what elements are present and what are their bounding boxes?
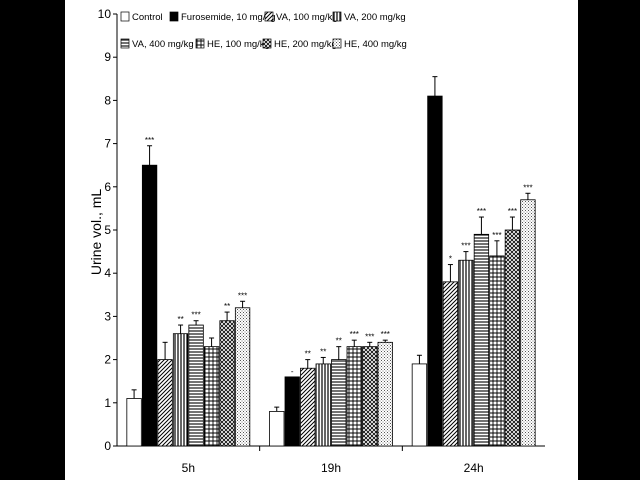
significance-label: ** — [320, 347, 326, 356]
significance-label: *** — [238, 291, 247, 300]
significance-label: ** — [305, 350, 311, 359]
bar — [346, 346, 362, 447]
bar — [504, 229, 521, 447]
legend-label: VA, 100 mg/kg — [276, 12, 338, 23]
bar — [234, 307, 251, 447]
axes: 0 1 2 3 4 5 6 7 8 9 10 5h 19h 24h — [98, 7, 545, 475]
bar — [203, 346, 220, 447]
bar — [315, 363, 331, 447]
significance-label: ** — [224, 302, 230, 311]
legend-swatch — [262, 38, 272, 49]
bar — [520, 199, 536, 447]
bar — [489, 255, 505, 447]
y-tick-label: 3 — [104, 309, 111, 323]
significance-label: *** — [508, 207, 517, 216]
significance-label: *** — [492, 231, 501, 240]
bar — [427, 95, 443, 447]
x-category-label: 19h — [321, 461, 341, 475]
legend-label: VA, 200 mg/kg — [344, 12, 406, 23]
legend-label: HE, 200 mg/kg — [274, 39, 337, 50]
y-tick-label: 0 — [104, 439, 111, 453]
bar — [473, 233, 490, 447]
bar — [300, 367, 316, 447]
significance-label: *** — [381, 330, 390, 339]
x-category-label: 5h — [182, 461, 195, 475]
y-tick-label: 8 — [104, 93, 111, 107]
significance-label: ** — [336, 337, 342, 346]
bars: ***** ********-** ******* *** **************… — [126, 76, 536, 447]
y-tick-label: 7 — [104, 137, 111, 151]
bar — [411, 363, 428, 447]
legend-swatch — [120, 38, 130, 49]
legend-label: HE, 100 mg/kg — [207, 39, 270, 50]
legend-swatch — [169, 11, 179, 22]
significance-label: - — [291, 367, 294, 376]
legend-label: Furosemide, 10 mg/kg — [181, 12, 276, 23]
legend: Control Furosemide, 10 mg/kg VA, 100 mg/kg… — [120, 11, 407, 50]
bar — [284, 376, 300, 447]
y-tick-label: 1 — [104, 396, 111, 410]
significance-label: *** — [191, 311, 200, 320]
legend-label: HE, 400 mg/kg — [344, 39, 407, 50]
legend-label: Control — [132, 12, 163, 23]
y-tick-label: 10 — [98, 7, 112, 21]
bar — [269, 411, 285, 447]
legend-swatch — [195, 38, 205, 49]
significance-label: * — [449, 255, 452, 264]
y-axis-label: Urine vol., mL — [88, 189, 104, 276]
bar — [157, 359, 173, 447]
bar — [126, 398, 142, 447]
significance-label: *** — [365, 332, 374, 341]
significance-label: ** — [177, 315, 183, 324]
y-tick-label: 6 — [104, 180, 111, 194]
significance-label: *** — [145, 136, 154, 145]
y-tick-label: 9 — [104, 50, 111, 64]
bar — [219, 320, 235, 447]
legend-label: VA, 400 mg/kg — [132, 39, 194, 50]
bar — [458, 259, 474, 447]
bar — [442, 281, 459, 447]
y-tick-label: 2 — [104, 353, 111, 367]
significance-label: *** — [350, 330, 359, 339]
legend-swatch — [332, 11, 342, 22]
bar — [362, 346, 378, 447]
y-tick-label: 5 — [104, 223, 111, 237]
legend-swatch — [332, 38, 342, 49]
legend-swatch — [264, 11, 274, 22]
significance-label: *** — [523, 183, 532, 192]
bar — [188, 324, 204, 447]
legend-swatch — [120, 11, 130, 22]
x-category-label: 24h — [464, 461, 484, 475]
y-tick-label: 4 — [104, 266, 111, 280]
bar — [331, 359, 347, 447]
significance-label: *** — [461, 242, 470, 251]
bar — [377, 341, 393, 447]
bar — [141, 164, 158, 447]
bar — [172, 333, 189, 447]
significance-label: *** — [477, 207, 486, 216]
